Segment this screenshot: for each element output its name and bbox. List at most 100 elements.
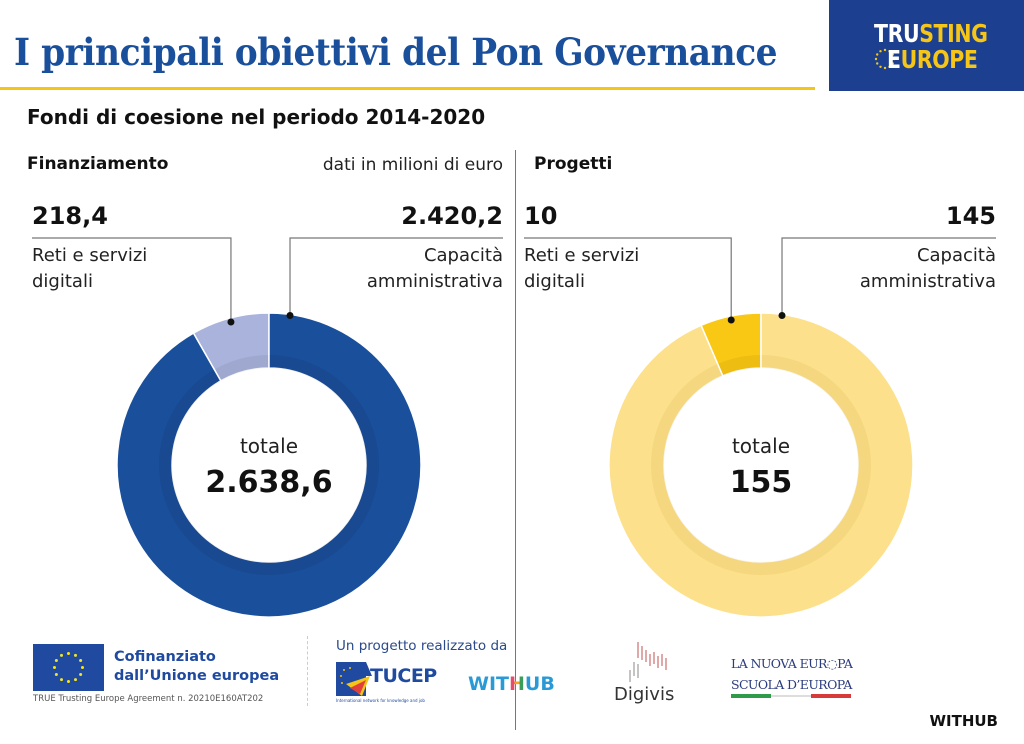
withub-letter: I (488, 673, 497, 695)
label-line: Capacità (916, 245, 996, 266)
eu-text-line: Cofinanziato (114, 649, 216, 665)
star (891, 53, 894, 56)
callout-dot (778, 311, 786, 319)
callout-dot (286, 311, 294, 319)
fin-digital-value: 218,4 (32, 202, 108, 230)
digivis-bars-icon (629, 642, 667, 682)
eu-stars-icon (874, 48, 896, 70)
proj-digital-label: Reti e servizi digitali (524, 243, 639, 295)
brand-text-yellow: UROPE (900, 45, 978, 74)
star (60, 678, 63, 682)
star (883, 48, 887, 52)
callout-line-reti (524, 237, 732, 321)
star (876, 62, 879, 65)
star (79, 673, 83, 676)
progetti-heading: Progetti (534, 154, 613, 174)
fin-total-value: 2.638,6 (205, 465, 332, 500)
subtitle: Fondi di coesione nel periodo 2014-2020 (27, 105, 486, 129)
agreement-text: TRUE Trusting Europe Agreement n. 20210E… (33, 694, 264, 704)
brand-text-yellow: STING (919, 19, 988, 48)
tucep-wordmark: TUCEP (370, 665, 437, 687)
label-line: Reti e servizi (524, 245, 640, 266)
label-line: digitali (524, 271, 585, 292)
star (53, 666, 56, 669)
withub-letter: H (509, 673, 525, 695)
star (879, 65, 882, 68)
brand-text-white: TRU (874, 19, 920, 48)
la-nuova-europa-text: LA NUOVA EUR◌PA (731, 656, 853, 671)
tucep-emblem-icon (336, 662, 372, 696)
withub-letter: W (468, 673, 489, 695)
star (888, 65, 891, 68)
eu-flag (33, 644, 104, 691)
label-line: digitali (32, 271, 93, 292)
footer-separator (307, 636, 308, 706)
finanziamento-heading: Finanziamento (27, 154, 169, 174)
brand-line-2: EUROPE (887, 45, 978, 74)
slice-inner-shade (718, 355, 761, 376)
brand-text-white: E (887, 45, 901, 74)
title-underline (0, 87, 815, 90)
star (79, 659, 83, 662)
proj-admin-value: 145 (945, 202, 996, 230)
brand-line-1: TRUSTING (874, 21, 988, 46)
italian-flag-bar (731, 694, 851, 698)
star (67, 652, 70, 655)
callout-line-capacita (781, 237, 996, 316)
page-title: I principali obiettivi del Pon Governanc… (14, 30, 778, 74)
star (74, 653, 77, 657)
star (54, 659, 58, 662)
label-line: amministrativa (859, 271, 996, 292)
slice-inner-shade (214, 355, 269, 381)
withub-letter: T (496, 673, 510, 695)
progetti-donut (524, 237, 996, 618)
withub-letter: U (524, 673, 541, 695)
star (54, 673, 58, 676)
withub-letter: B (540, 673, 555, 695)
withub-wordmark: WITHUB (468, 673, 555, 695)
star (874, 57, 878, 61)
finanziamento-donut (32, 237, 503, 618)
eu-text-line: dall’Unione europea (114, 668, 280, 684)
withub-logo: WITHUB (468, 673, 555, 695)
slice-capacita-amministrativa (116, 312, 422, 618)
proj-digital-value: 10 (524, 202, 558, 230)
star (879, 50, 882, 53)
fin-admin-label: Capacità amministrativa (367, 243, 503, 295)
star (74, 678, 77, 682)
tucep-logo: TUCEP International network for knowledg… (336, 662, 438, 708)
proj-admin-label: Capacità amministrativa (860, 243, 996, 295)
label-line: amministrativa (366, 271, 503, 292)
label-line: Capacità (423, 245, 503, 266)
star (883, 66, 887, 70)
callout-dot (727, 316, 735, 324)
withub-footer-logo: WITHUB (929, 712, 998, 730)
section-divider (515, 150, 516, 730)
star (67, 680, 70, 683)
star (60, 653, 63, 657)
proj-total-label: totale (732, 434, 790, 458)
label-line: Reti e servizi (32, 245, 148, 266)
star (888, 50, 891, 53)
proj-total-value: 155 (730, 465, 793, 500)
star (876, 53, 879, 56)
trusting-europe-logo: TRUSTING EUROPE (829, 0, 1024, 91)
tucep-tagline: International network for knowledge and … (336, 698, 425, 703)
made-by-text: Un progetto realizzato da (336, 638, 508, 654)
star (892, 57, 896, 61)
fin-digital-label: Reti e servizi digitali (32, 243, 147, 295)
slice-capacita-amministrativa (608, 312, 914, 618)
callout-line-reti (32, 237, 232, 322)
star (891, 62, 894, 65)
eu-cofinance-text: Cofinanziato dall’Unione europea (114, 648, 279, 686)
callout-line-capacita (289, 237, 503, 316)
fin-admin-value: 2.420,2 (401, 202, 503, 230)
star (81, 666, 84, 669)
digivis-wordmark: Digivis (614, 684, 675, 705)
fin-total-label: totale (240, 434, 298, 458)
eu-stars-icon (53, 652, 84, 683)
digivis-logo: Digivis (612, 640, 682, 710)
unit-note: dati in milioni di euro (322, 155, 503, 175)
callout-dot (227, 318, 235, 326)
